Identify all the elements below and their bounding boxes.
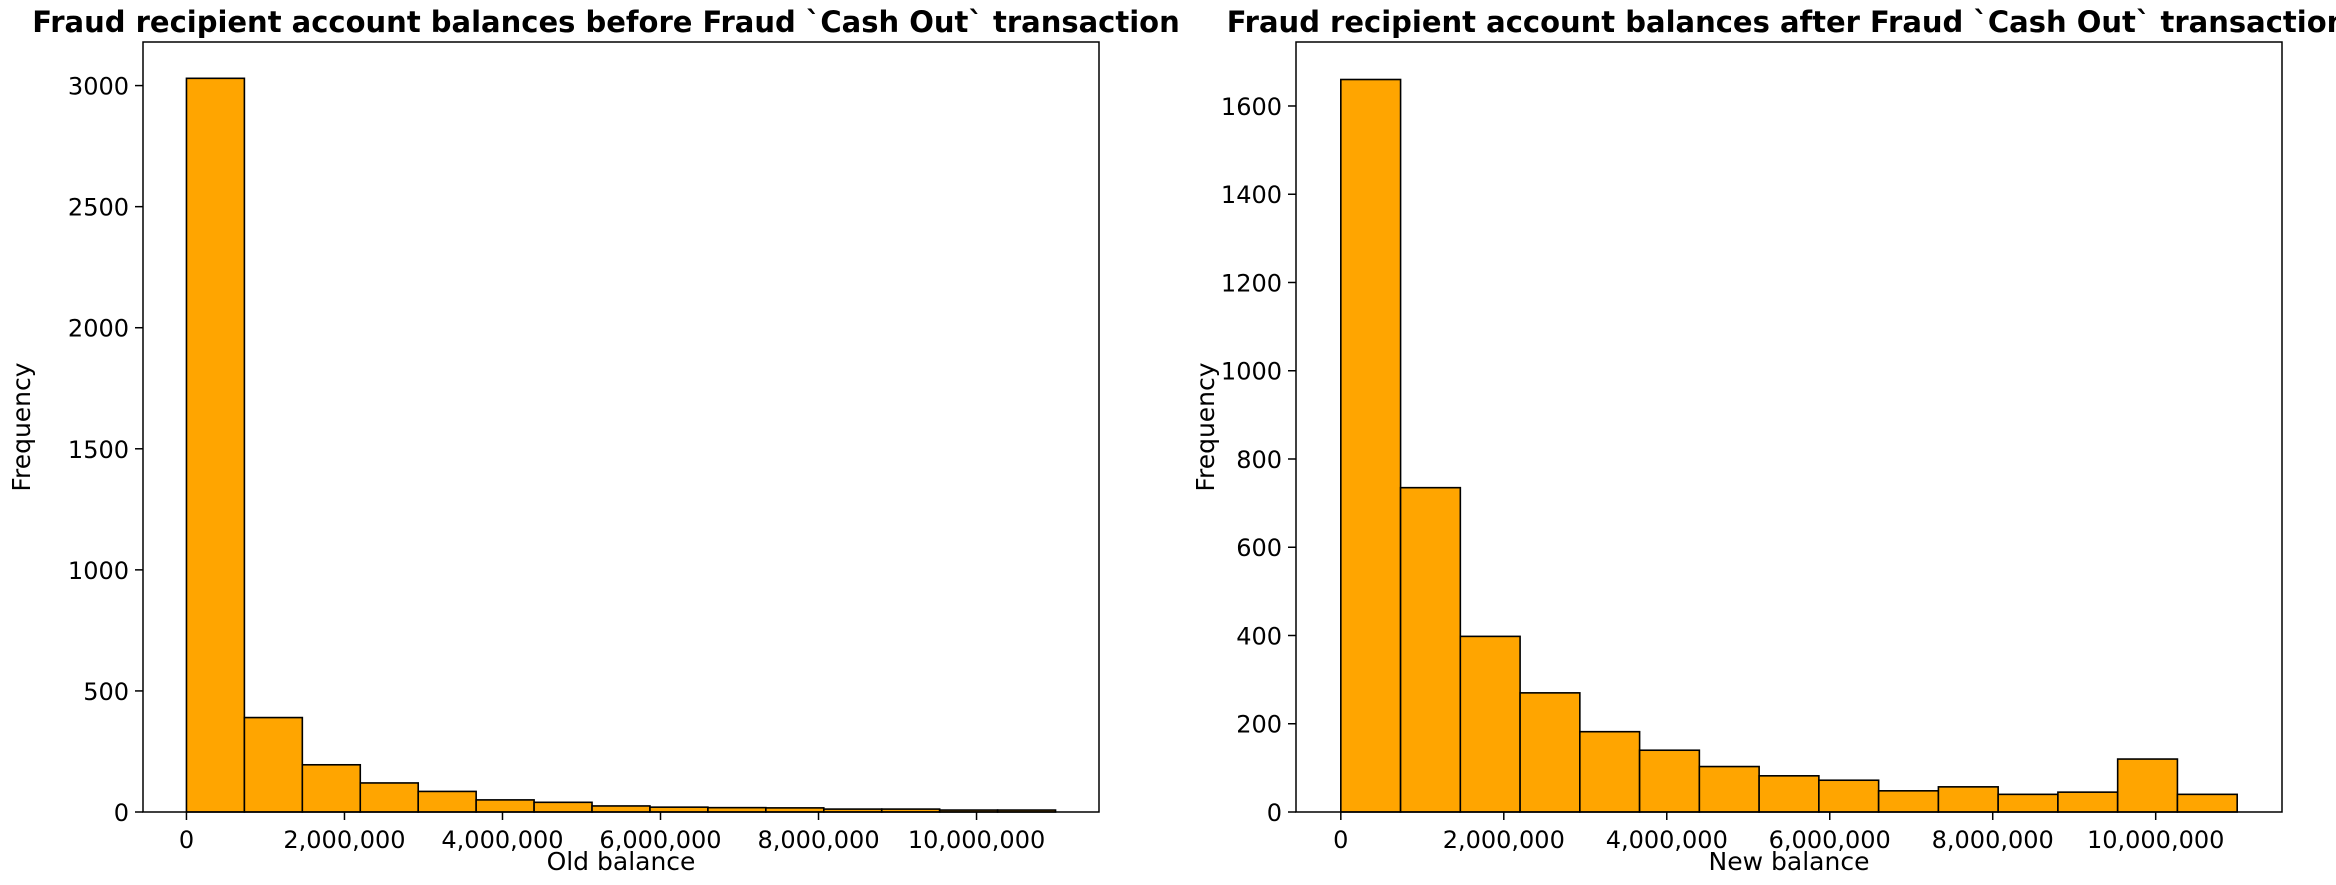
x-tick-label: 8,000,000: [1932, 826, 2054, 854]
histogram-bar: [1698, 765, 1760, 813]
x-tick-label: 10,000,000: [908, 826, 1045, 854]
histogram-bar: [1519, 692, 1581, 813]
histogram-bar: [417, 790, 477, 813]
chart-panel-2: 0 2,000,000 4,000,000 6,000,000 8,000,000 10,…: [1191, 5, 2336, 876]
histogram-bar: [185, 77, 246, 813]
x-tick-label: 6,000,000: [599, 826, 721, 854]
y-tick-label: 2000: [68, 315, 129, 343]
y-tick-label: 1000: [68, 557, 129, 585]
plot-frame: [1295, 41, 2283, 813]
x-axis-label: New balance: [1709, 847, 1870, 876]
y-tick-label: 1000: [1221, 358, 1282, 386]
y-tick-label: 1400: [1221, 181, 1282, 209]
y-tick-label: 0: [1267, 799, 1282, 827]
x-tick-label: 0: [179, 826, 194, 854]
histogram-bar: [1758, 775, 1820, 813]
x-tick-label: 4,000,000: [441, 826, 563, 854]
y-tick-label: 1500: [68, 436, 129, 464]
histogram-bar: [301, 763, 362, 813]
y-tick-label: 1600: [1221, 93, 1282, 121]
histogram-bar: [1399, 486, 1462, 813]
histogram-bar: [1877, 790, 1940, 813]
plot-frame: [142, 41, 1100, 813]
x-tick-label: 2,000,000: [1443, 826, 1565, 854]
histogram-bar: [2176, 793, 2238, 813]
x-axis-label: Old balance: [547, 847, 696, 876]
x-tick-label: 0: [1333, 826, 1348, 854]
histogram-bar: [533, 801, 593, 813]
histogram-bar: [591, 805, 651, 813]
y-tick-label: 2500: [68, 194, 129, 222]
y-tick-label: 200: [1236, 711, 1282, 739]
y-tick-label: 400: [1236, 622, 1282, 650]
chart-title: Fraud recipient account balances before …: [32, 5, 1179, 39]
histogram-bar: [243, 716, 304, 813]
histogram-bar: [1579, 730, 1641, 813]
histogram-bar: [1937, 786, 1999, 813]
y-tick-label: 3000: [68, 73, 129, 101]
x-tick-label: 8,000,000: [757, 826, 879, 854]
histogram-bar: [1997, 793, 2059, 813]
histogram-bar: [1638, 749, 1701, 813]
y-tick-label: 600: [1236, 534, 1282, 562]
x-tick-label: 2,000,000: [283, 826, 405, 854]
histogram-bar: [2057, 791, 2119, 813]
chart-panel-1: 0 2,000,000 4,000,000 6,000,000 8,000,000 10,…: [7, 5, 1180, 876]
histogram-bar: [1818, 779, 1880, 813]
y-tick-label: 0: [114, 799, 129, 827]
histogram-bar: [1459, 635, 1521, 813]
x-tick-label: 4,000,000: [1606, 826, 1728, 854]
x-tick-label: 6,000,000: [1769, 826, 1891, 854]
histogram-bar: [2116, 758, 2179, 813]
y-tick-label: 500: [83, 678, 129, 706]
y-axis-label: Frequency: [1191, 362, 1220, 491]
x-tick-label: 10,000,000: [2087, 826, 2224, 854]
histogram-bar: [475, 799, 535, 813]
y-tick-label: 1200: [1221, 269, 1282, 297]
histogram-bar: [359, 782, 420, 813]
histogram-bar: [1340, 78, 1402, 813]
y-tick-label: 800: [1236, 446, 1282, 474]
chart-title: Fraud recipient account balances after F…: [1227, 5, 2336, 39]
y-axis-label: Frequency: [7, 362, 36, 491]
